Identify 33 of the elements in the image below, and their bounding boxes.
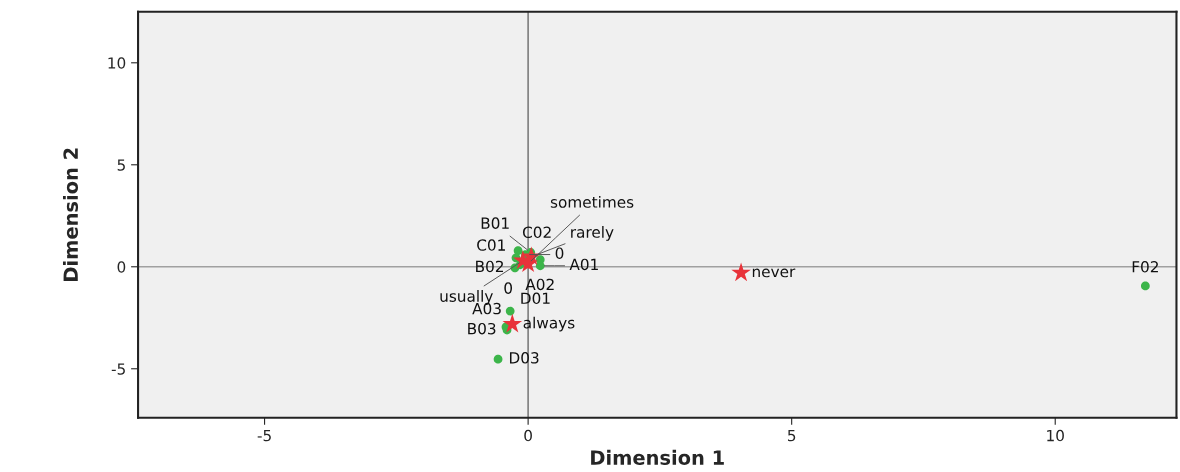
y-tick-label: -5: [111, 363, 125, 375]
y-tick-label: 10: [108, 57, 126, 69]
annotation: A02: [525, 278, 554, 291]
annotation: sometimes: [550, 196, 634, 208]
annotation: C02: [522, 226, 551, 239]
y-tick-label: 0: [117, 261, 126, 273]
annotation: D03: [509, 352, 539, 364]
annotation: F02: [1132, 261, 1158, 273]
annotation: B01: [481, 217, 509, 229]
y-tick-label: 5: [117, 159, 125, 171]
annotation: rarely: [571, 226, 614, 241]
annotation: C01: [477, 239, 505, 251]
annotation: B03: [468, 322, 496, 335]
point: [513, 246, 523, 256]
point: [731, 262, 751, 282]
y-axis-title: Dimension 2: [62, 148, 79, 281]
point: [502, 313, 523, 333]
annotation: A01: [569, 258, 598, 271]
annotation: B02: [476, 260, 503, 273]
x-tick-label: 5: [787, 430, 796, 442]
annotation: D01: [521, 292, 550, 305]
point: [535, 261, 545, 271]
x-tick-label: -5: [257, 430, 271, 442]
x-axis-title: Dimension 1: [591, 449, 724, 465]
annotation: always: [523, 316, 575, 332]
x-tick-label: 0: [524, 429, 532, 442]
x-tick-label: 10: [1047, 429, 1064, 442]
annotation: 0: [504, 282, 513, 294]
annotation: 0: [555, 247, 564, 259]
point: [1140, 281, 1150, 291]
annotation: never: [752, 268, 796, 278]
point: [505, 306, 515, 316]
point: [493, 354, 503, 364]
